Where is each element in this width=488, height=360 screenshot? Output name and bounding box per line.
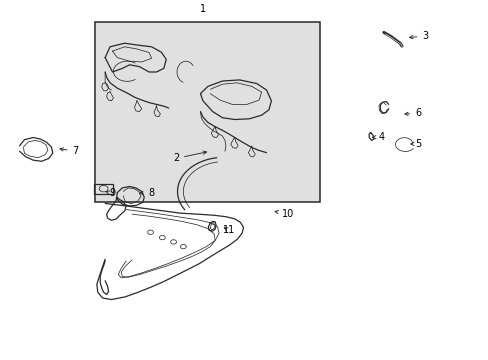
Text: 6: 6: [404, 108, 420, 118]
Text: 9: 9: [106, 188, 115, 198]
Text: 7: 7: [60, 146, 79, 156]
Text: 3: 3: [409, 31, 427, 41]
Text: 8: 8: [140, 188, 154, 198]
Bar: [95, 22, 320, 202]
Text: 4: 4: [372, 132, 384, 142]
Text: 10: 10: [275, 209, 294, 219]
Text: 2: 2: [173, 151, 206, 163]
Text: 5: 5: [410, 139, 420, 149]
Text: 1: 1: [200, 4, 205, 14]
Text: 11: 11: [222, 225, 235, 235]
